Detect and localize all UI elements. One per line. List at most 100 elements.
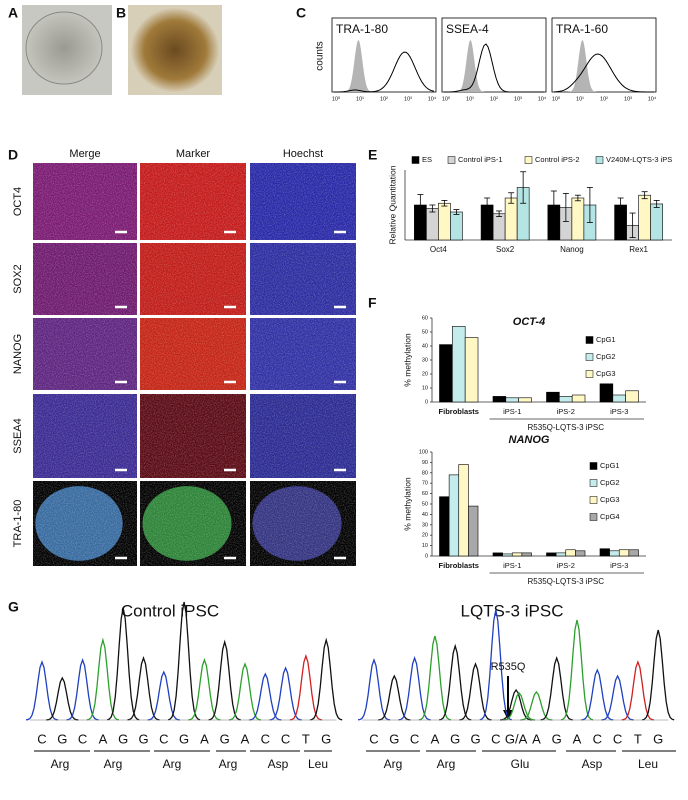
base-call: C bbox=[37, 731, 46, 746]
bar bbox=[452, 326, 466, 403]
y-tick-label: 50 bbox=[422, 329, 428, 335]
bar bbox=[492, 396, 507, 403]
texture bbox=[250, 318, 356, 390]
x-tick-label: 10⁰ bbox=[552, 95, 561, 102]
amino-acid: Asp bbox=[582, 757, 603, 771]
bar bbox=[571, 394, 586, 403]
y-tick-label: 20 bbox=[422, 533, 428, 539]
x-tick-label: Fibroblasts bbox=[439, 407, 479, 416]
base-call: A bbox=[573, 731, 582, 746]
x-tick-label: 10⁰ bbox=[332, 95, 341, 102]
colony-a bbox=[25, 11, 103, 85]
trace-peak bbox=[560, 619, 594, 721]
isotype-peak bbox=[344, 40, 376, 92]
legend-label: Control iPS-2 bbox=[535, 155, 580, 164]
texture bbox=[140, 394, 246, 478]
bar bbox=[450, 211, 463, 241]
bar bbox=[650, 203, 663, 241]
row-label: OCT4 bbox=[12, 187, 24, 216]
x-tick-label: Sox2 bbox=[496, 245, 515, 254]
trace-peak bbox=[147, 670, 180, 721]
texture bbox=[250, 394, 356, 478]
trace-peak bbox=[66, 658, 99, 721]
base-call: G bbox=[653, 731, 663, 746]
legend-label: ES bbox=[422, 155, 432, 164]
bar bbox=[625, 390, 639, 403]
bar bbox=[559, 396, 573, 403]
y-tick-label: 70 bbox=[422, 481, 428, 487]
base-call: G bbox=[138, 731, 148, 746]
bar bbox=[618, 549, 630, 557]
base-call: G bbox=[389, 731, 399, 746]
y-tick-label: 50 bbox=[422, 501, 428, 507]
sequence-title: Control iPSC bbox=[121, 601, 219, 620]
texture bbox=[140, 243, 246, 315]
bar bbox=[458, 464, 469, 557]
texture bbox=[250, 481, 356, 566]
base-call: C bbox=[281, 731, 290, 746]
base-call: T bbox=[634, 731, 642, 746]
panel-letter: B bbox=[116, 5, 126, 21]
legend-swatch bbox=[585, 370, 594, 378]
bar bbox=[492, 552, 503, 557]
base-call: C bbox=[159, 731, 168, 746]
texture bbox=[140, 163, 246, 240]
legend-label: CpG4 bbox=[600, 512, 620, 521]
y-tick-label: 30 bbox=[422, 357, 428, 363]
marker-curve bbox=[333, 51, 435, 93]
panel-letter: G bbox=[8, 599, 19, 615]
base-call: G bbox=[450, 731, 460, 746]
bar bbox=[468, 505, 479, 557]
x-tick-label: iPS-3 bbox=[610, 561, 628, 570]
histogram-frame bbox=[551, 17, 657, 93]
x-tick-label: Rex1 bbox=[629, 245, 648, 254]
trace-peak bbox=[479, 609, 512, 721]
x-tick-label: iPS-1 bbox=[503, 407, 521, 416]
trace-peak bbox=[86, 637, 120, 721]
bar bbox=[546, 552, 557, 557]
texture bbox=[250, 243, 356, 315]
amino-acid: Leu bbox=[638, 757, 658, 771]
amino-acid: Arg bbox=[384, 757, 403, 771]
chart-title: NANOG bbox=[509, 434, 550, 446]
panel-letter: C bbox=[296, 5, 306, 21]
y-tick-label: 0 bbox=[425, 399, 428, 405]
trace-peak bbox=[540, 655, 573, 721]
base-call: C bbox=[261, 731, 270, 746]
histogram-label: SSEA-4 bbox=[446, 22, 489, 36]
bar bbox=[638, 194, 651, 241]
x-tick-label: Oct4 bbox=[430, 245, 447, 254]
base-call: C bbox=[369, 731, 378, 746]
x-tick-label: iPS-3 bbox=[610, 407, 628, 416]
legend-swatch bbox=[589, 496, 598, 504]
legend-swatch bbox=[585, 353, 594, 361]
row-label: SSEA4 bbox=[12, 418, 24, 453]
bar bbox=[505, 397, 519, 403]
base-call: C bbox=[78, 731, 87, 746]
trace-peak bbox=[459, 662, 492, 721]
x-tick-label: 10¹ bbox=[356, 96, 364, 102]
trace-peak bbox=[378, 674, 411, 721]
base-call: A bbox=[532, 731, 541, 746]
bar bbox=[518, 397, 532, 403]
panel-letter: F bbox=[368, 295, 377, 311]
x-tick-label: 10¹ bbox=[576, 96, 584, 102]
legend-label: CpG2 bbox=[596, 352, 616, 361]
y-tick-label: 80 bbox=[422, 470, 428, 476]
y-tick-label: 0 bbox=[425, 553, 428, 559]
marker-curve bbox=[553, 53, 655, 93]
x-tick-label: 10² bbox=[600, 96, 608, 102]
amino-acid: Arg bbox=[437, 757, 456, 771]
bar bbox=[464, 337, 479, 403]
legend-swatch bbox=[589, 513, 598, 521]
base-call: G/A bbox=[505, 731, 528, 746]
row-label: SOX2 bbox=[12, 264, 24, 293]
bar bbox=[438, 202, 451, 241]
trace-peak bbox=[621, 660, 655, 721]
base-call: G bbox=[220, 731, 230, 746]
base-call: G bbox=[470, 731, 480, 746]
bar bbox=[555, 552, 567, 557]
legend-label: CpG3 bbox=[596, 369, 616, 378]
y-tick-label: 20 bbox=[422, 371, 428, 377]
bar bbox=[546, 391, 560, 403]
